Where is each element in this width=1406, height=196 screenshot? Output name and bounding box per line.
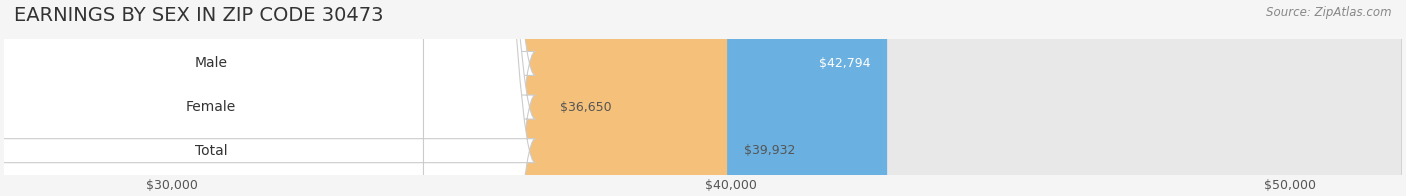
Text: $42,794: $42,794	[818, 57, 870, 70]
Text: $36,650: $36,650	[561, 101, 612, 113]
FancyBboxPatch shape	[4, 0, 1402, 196]
Text: EARNINGS BY SEX IN ZIP CODE 30473: EARNINGS BY SEX IN ZIP CODE 30473	[14, 6, 384, 25]
Text: $39,932: $39,932	[744, 144, 796, 157]
Text: Source: ZipAtlas.com: Source: ZipAtlas.com	[1267, 6, 1392, 19]
FancyBboxPatch shape	[0, 0, 536, 196]
Text: Male: Male	[194, 56, 228, 70]
Text: Female: Female	[186, 100, 236, 114]
FancyBboxPatch shape	[0, 0, 675, 196]
Text: Total: Total	[194, 144, 228, 158]
FancyBboxPatch shape	[0, 0, 536, 196]
FancyBboxPatch shape	[0, 0, 536, 196]
FancyBboxPatch shape	[4, 0, 887, 196]
FancyBboxPatch shape	[4, 0, 1402, 196]
FancyBboxPatch shape	[4, 0, 727, 196]
FancyBboxPatch shape	[4, 0, 1402, 196]
